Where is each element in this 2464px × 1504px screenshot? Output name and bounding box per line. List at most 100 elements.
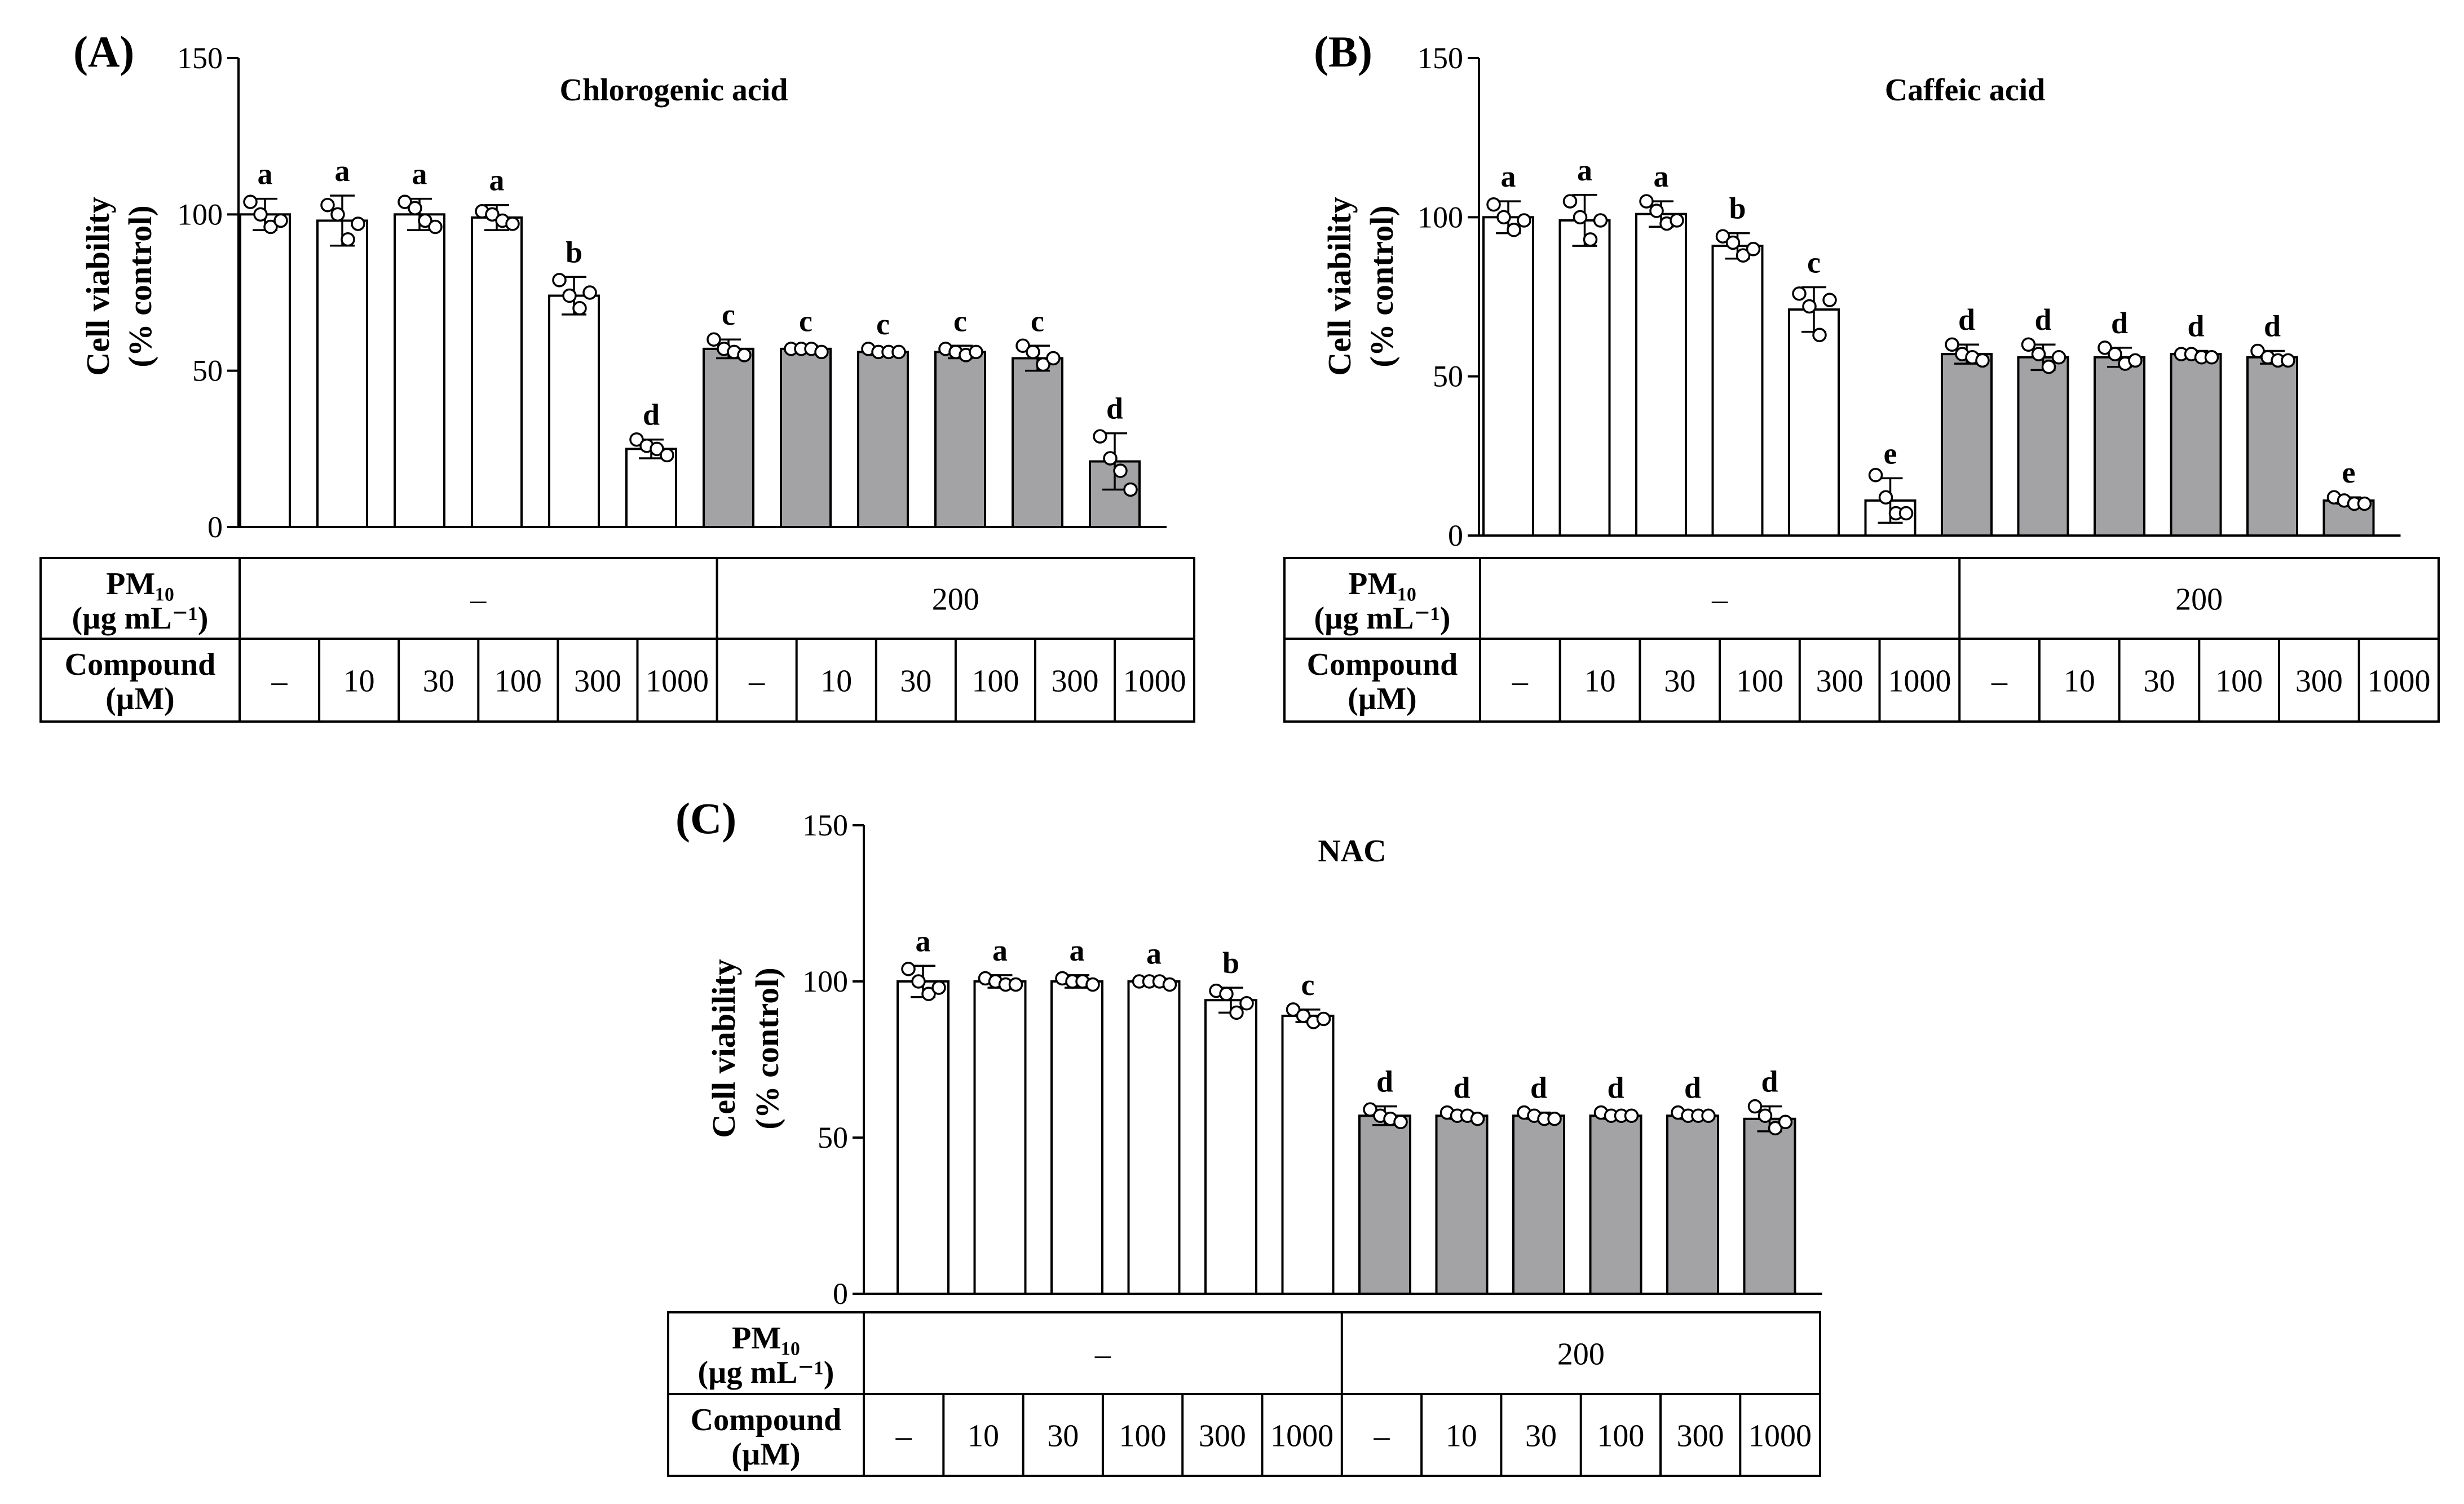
bar (2094, 356, 2145, 537)
compound-value: 10 (1446, 1419, 1477, 1454)
data-point (1701, 1108, 1716, 1123)
data-point (1239, 996, 1254, 1011)
data-point (2281, 353, 2295, 368)
data-point (1649, 204, 1664, 218)
compound-row-label: Compound (691, 1403, 842, 1437)
data-point (243, 194, 258, 209)
chart-title: Chlorogenic acid (560, 73, 788, 108)
significance-letter: a (1070, 934, 1085, 967)
compound-value: 10 (2064, 664, 2095, 699)
data-point (1812, 328, 1827, 343)
significance-letter: a (1146, 936, 1162, 970)
compound-value: 10 (1584, 664, 1616, 699)
significance-letter: b (1222, 946, 1239, 980)
bar (1941, 353, 1993, 537)
data-point (1778, 1114, 1793, 1130)
compound-value: – (271, 664, 288, 699)
data-point (2041, 359, 2056, 374)
bar (1281, 1014, 1335, 1295)
significance-letter: e (2342, 455, 2356, 489)
data-point (911, 974, 926, 989)
significance-letter: a (335, 154, 350, 188)
data-point (1113, 463, 1128, 478)
data-point (263, 219, 278, 235)
data-point (1868, 467, 1883, 483)
data-point (1026, 344, 1040, 360)
compound-value: 100 (2215, 664, 2263, 699)
data-point (1036, 357, 1050, 372)
data-point (1085, 977, 1100, 992)
pm-row-unit: (µg mL⁻¹) (72, 601, 209, 636)
y-tick-label: 0 (1448, 519, 1463, 552)
y-tick-label: 50 (818, 1121, 848, 1154)
data-point (1768, 1121, 1783, 1136)
data-point (1945, 337, 1959, 352)
pm-row-label: PM₁₀ (106, 567, 174, 601)
pm-row-unit: (µg mL⁻¹) (698, 1355, 834, 1390)
bar (316, 219, 368, 528)
compound-row-unit: (µM) (731, 1437, 800, 1472)
data-point (1822, 293, 1837, 307)
compound-value: – (748, 664, 765, 699)
data-point (1123, 482, 1138, 497)
significance-letter: a (916, 924, 931, 958)
y-axis-title-line2: (% control) (1363, 205, 1400, 367)
data-point (629, 432, 644, 447)
y-tick-label: 0 (833, 1277, 848, 1311)
bar (857, 351, 909, 528)
significance-letter: d (1453, 1071, 1470, 1105)
panel-b: (B) Caffeic acid Cell viability (% contr… (1283, 27, 2440, 723)
compound-value: 30 (2143, 664, 2175, 699)
compound-value: 100 (1119, 1419, 1167, 1454)
compound-value: 30 (423, 664, 454, 699)
data-point (1573, 210, 1588, 225)
significance-letter: c (1807, 246, 1821, 280)
bar (2246, 356, 2298, 537)
data-point (1639, 194, 1654, 209)
pm-row-label: PM₁₀ (1348, 567, 1416, 601)
data-point (1229, 1005, 1244, 1020)
data-point (1103, 451, 1118, 466)
bar (1204, 999, 1257, 1295)
compound-value: 100 (972, 664, 1019, 699)
data-point (2051, 350, 2066, 365)
significance-letter: d (1958, 303, 1975, 337)
significance-letter: c (1031, 304, 1044, 338)
pm-value: – (470, 582, 487, 617)
data-point (485, 207, 500, 222)
y-tick-label: 150 (802, 808, 848, 842)
compound-value: 1000 (1123, 664, 1186, 699)
y-tick-label: 100 (802, 965, 848, 998)
bar (2170, 353, 2222, 537)
bar (780, 347, 832, 529)
significance-letter: a (1577, 153, 1592, 187)
compound-row-label: Compound (65, 647, 216, 682)
data-point (2031, 347, 2046, 361)
data-point (1802, 299, 1817, 314)
y-axis-title-line1: Cell viability (80, 197, 116, 375)
data-point (1517, 213, 1531, 228)
data-point (891, 344, 906, 360)
y-tick-label: 100 (177, 197, 223, 231)
data-point (1496, 210, 1511, 225)
chart-title: Caffeic acid (1885, 73, 2046, 108)
chart-title: NAC (1318, 834, 1386, 869)
significance-letter: a (1501, 160, 1516, 193)
significance-letter: d (2111, 306, 2128, 340)
significance-letter: b (566, 235, 582, 269)
bar (1012, 357, 1063, 528)
significance-letter: a (1654, 160, 1669, 193)
pm-value: 200 (2175, 582, 2223, 617)
data-point (1316, 1011, 1331, 1027)
significance-letter: d (2264, 309, 2281, 343)
data-point (408, 201, 422, 215)
compound-value: – (895, 1419, 912, 1454)
compound-value: 30 (1047, 1419, 1079, 1454)
y-axis-title-line1: Cell viability (705, 959, 742, 1138)
significance-letter: b (1729, 192, 1746, 225)
significance-letter: a (489, 163, 505, 197)
significance-letter: c (722, 298, 735, 331)
data-table: PM₁₀(µg mL⁻¹) Compound(µM) – 200 – 10 30 100 300… (667, 1311, 1821, 1477)
data-point (582, 285, 597, 300)
bar (471, 216, 523, 528)
